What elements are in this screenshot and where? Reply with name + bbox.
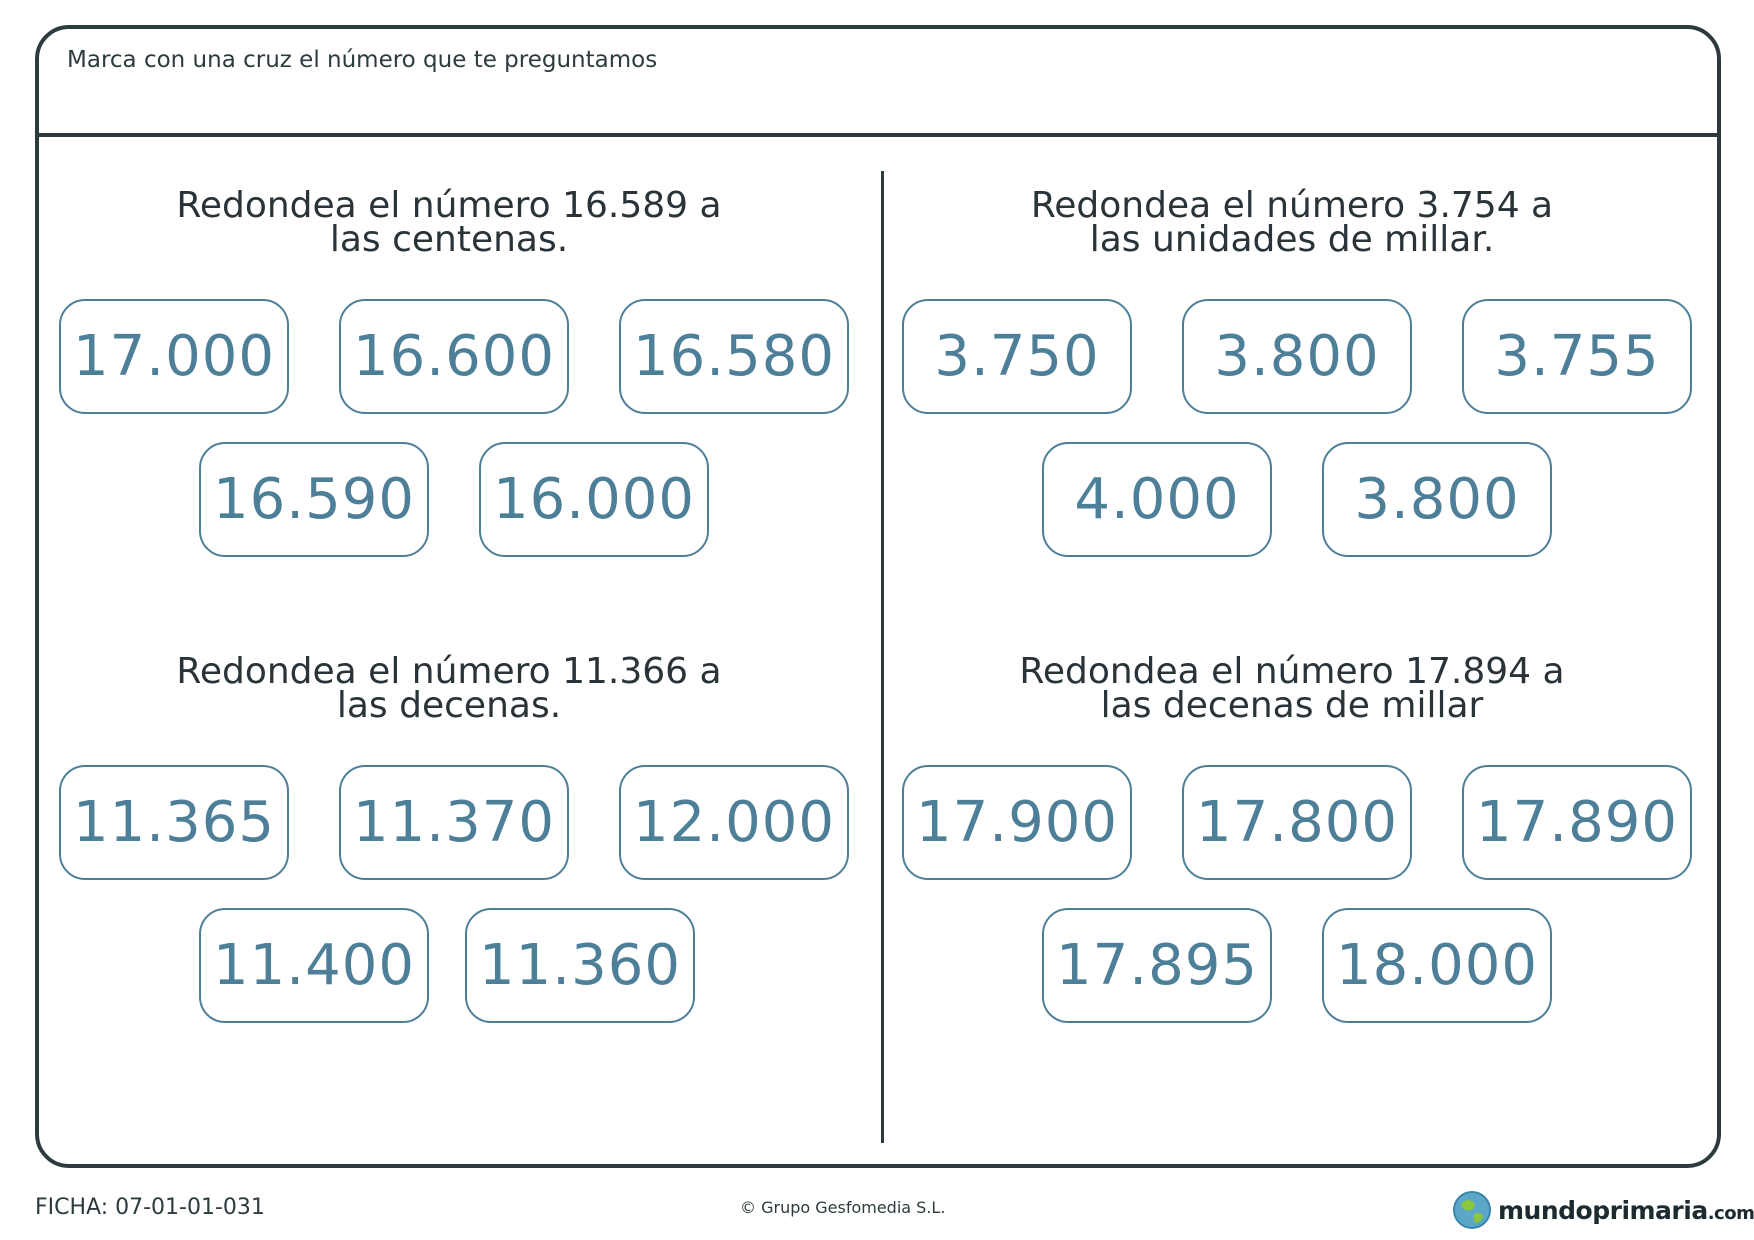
- answer-option[interactable]: 3.800: [1322, 442, 1552, 557]
- exercise-3: Redondea el número 11.366 a las decenas.…: [59, 651, 849, 1025]
- answer-option[interactable]: 3.800: [1182, 299, 1412, 414]
- worksheet-code: FICHA: 07-01-01-031: [35, 1195, 265, 1220]
- copyright-text: © Grupo Gesfomedia S.L.: [740, 1198, 946, 1217]
- logo-suffix: .com: [1707, 1202, 1754, 1224]
- column-divider: [881, 171, 884, 1143]
- answer-option[interactable]: 18.000: [1322, 908, 1552, 1023]
- exercise-title-line2: las centenas.: [329, 219, 569, 260]
- answer-option[interactable]: 12.000: [619, 765, 849, 880]
- globe-icon: [1453, 1191, 1491, 1229]
- exercise-2: Redondea el número 3.754 a las unidades …: [902, 185, 1692, 559]
- exercise-title: Redondea el número 3.754 a las unidades …: [912, 185, 1672, 260]
- exercise-title: Redondea el número 17.894 a las decenas …: [912, 651, 1672, 726]
- answer-option[interactable]: 3.755: [1462, 299, 1692, 414]
- answer-option[interactable]: 17.895: [1042, 908, 1272, 1023]
- answer-option[interactable]: 11.365: [59, 765, 289, 880]
- answer-option[interactable]: 17.900: [902, 765, 1132, 880]
- worksheet-frame: Marca con una cruz el número que te preg…: [35, 25, 1721, 1168]
- header-divider: [39, 133, 1717, 137]
- exercise-title: Redondea el número 16.589 a las centenas…: [69, 185, 829, 260]
- exercise-4: Redondea el número 17.894 a las decenas …: [902, 651, 1692, 1025]
- logo-main: mundoprimaria: [1498, 1195, 1708, 1225]
- exercise-title-line1: Redondea el número 16.589 a: [176, 185, 722, 226]
- answer-option[interactable]: 11.360: [465, 908, 695, 1023]
- answer-option[interactable]: 17.890: [1462, 765, 1692, 880]
- exercise-1: Redondea el número 16.589 a las centenas…: [59, 185, 849, 559]
- exercise-title-line2: las decenas de millar: [1100, 685, 1484, 726]
- exercise-title-line1: Redondea el número 11.366 a: [176, 651, 722, 692]
- answer-option[interactable]: 3.750: [902, 299, 1132, 414]
- answer-option[interactable]: 17.000: [59, 299, 289, 414]
- answer-option[interactable]: 11.400: [199, 908, 429, 1023]
- exercise-title-line2: las decenas.: [336, 685, 562, 726]
- answer-option[interactable]: 16.600: [339, 299, 569, 414]
- answer-option[interactable]: 16.000: [479, 442, 709, 557]
- answer-option[interactable]: 11.370: [339, 765, 569, 880]
- logo-text: mundoprimaria.com: [1498, 1196, 1754, 1225]
- exercise-title-line1: Redondea el número 3.754 a: [1030, 185, 1554, 226]
- exercise-title-line1: Redondea el número 17.894 a: [1019, 651, 1565, 692]
- instruction-text: Marca con una cruz el número que te preg…: [67, 47, 658, 73]
- exercise-title-line2: las unidades de millar.: [1089, 219, 1495, 260]
- site-logo[interactable]: mundoprimaria.com: [1452, 1188, 1754, 1232]
- answer-option[interactable]: 17.800: [1182, 765, 1412, 880]
- answer-option[interactable]: 4.000: [1042, 442, 1272, 557]
- answer-option[interactable]: 16.580: [619, 299, 849, 414]
- answer-option[interactable]: 16.590: [199, 442, 429, 557]
- exercise-title: Redondea el número 11.366 a las decenas.: [69, 651, 829, 726]
